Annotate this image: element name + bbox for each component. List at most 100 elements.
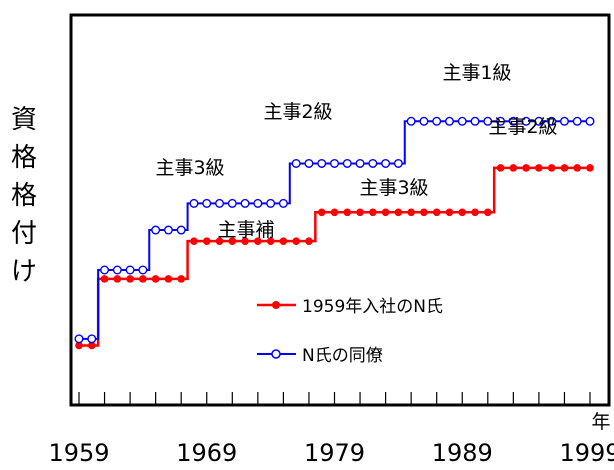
x-tick-label: 1989	[432, 439, 493, 467]
legend: 1959年入社のN氏 N氏の同僚	[257, 297, 443, 366]
level-annotation: 主事2級	[488, 116, 557, 138]
y-axis-label-char: 格	[11, 143, 37, 173]
data-point	[100, 275, 109, 283]
data-point	[227, 198, 237, 208]
data-point	[176, 225, 186, 235]
data-point	[202, 198, 212, 208]
data-point	[113, 275, 122, 283]
data-point	[445, 208, 454, 217]
data-point	[471, 208, 479, 217]
series-line-0	[79, 166, 590, 347]
data-point	[74, 334, 84, 344]
data-point	[509, 164, 518, 172]
data-point	[432, 208, 441, 217]
data-point	[241, 237, 249, 245]
data-point	[87, 334, 97, 344]
data-point	[317, 208, 326, 217]
data-point	[215, 198, 225, 208]
data-point	[381, 158, 391, 168]
data-point	[381, 208, 390, 217]
data-point	[138, 265, 148, 275]
data-point	[573, 164, 582, 172]
legend-marker-colleague	[271, 349, 281, 359]
data-point	[420, 208, 428, 217]
data-point	[75, 341, 83, 350]
legend-marker-n-san	[272, 301, 280, 309]
data-point	[305, 237, 313, 245]
y-axis-label-char: 付	[11, 219, 37, 249]
x-tick-label: 1969	[176, 439, 237, 467]
data-point	[240, 198, 250, 208]
data-point	[407, 208, 415, 217]
data-point	[266, 198, 276, 208]
data-point	[139, 275, 147, 283]
data-point	[355, 158, 365, 168]
legend-label-colleague: N氏の同僚	[302, 346, 383, 366]
level-annotation: 主事2級	[263, 101, 332, 123]
data-point	[292, 237, 300, 245]
data-point	[151, 275, 160, 283]
series-layer	[74, 116, 595, 350]
data-point	[254, 237, 262, 245]
plot-frame	[69, 13, 611, 407]
data-point	[215, 237, 224, 245]
series-1	[74, 116, 595, 344]
data-point	[572, 116, 582, 126]
level-annotation: 主事3級	[359, 177, 428, 199]
level-annotation: 主事3級	[155, 157, 224, 179]
data-point	[547, 116, 557, 126]
data-point	[330, 208, 339, 217]
data-point	[164, 275, 173, 283]
data-point	[508, 116, 518, 126]
x-axis-ticks	[78, 392, 591, 405]
data-point	[457, 116, 467, 126]
data-point	[163, 225, 173, 235]
data-point	[521, 116, 531, 126]
level-annotation: 主事補	[217, 219, 274, 241]
data-point	[330, 158, 340, 168]
data-point	[304, 158, 314, 168]
data-point	[190, 237, 198, 245]
data-point	[189, 198, 199, 208]
data-point	[586, 164, 594, 172]
data-point	[535, 164, 543, 172]
series-0	[75, 164, 594, 350]
data-point	[458, 208, 467, 217]
data-point	[253, 198, 263, 208]
data-point	[393, 158, 403, 168]
x-tick-label: 1959	[48, 439, 109, 467]
data-point	[534, 116, 544, 126]
y-axis-label-char: け	[11, 257, 37, 287]
data-point	[496, 116, 506, 126]
data-point	[585, 116, 595, 126]
data-point	[279, 237, 288, 245]
data-point	[228, 237, 237, 245]
data-point	[483, 116, 493, 126]
data-point	[291, 158, 301, 168]
y-axis-label-char: 格	[11, 181, 37, 211]
data-point	[432, 116, 442, 126]
data-point	[470, 116, 480, 126]
legend-label-n-san: 1959年入社のN氏	[302, 297, 443, 317]
data-point	[342, 158, 352, 168]
data-point	[177, 275, 185, 283]
data-point	[559, 116, 569, 126]
data-point	[560, 164, 569, 172]
data-point	[394, 208, 403, 217]
data-point	[369, 208, 377, 217]
y-axis-label-char: 資	[11, 105, 37, 135]
x-axis-tick-labels: 1959 1969 1979 1989 1999	[48, 439, 614, 467]
data-point	[317, 158, 327, 168]
data-point	[419, 116, 429, 126]
data-point	[484, 208, 492, 217]
data-point	[522, 164, 530, 172]
data-point	[356, 208, 364, 217]
data-point	[151, 225, 161, 235]
data-point	[100, 265, 110, 275]
data-point	[278, 198, 288, 208]
data-point	[368, 158, 378, 168]
data-point	[87, 341, 96, 350]
